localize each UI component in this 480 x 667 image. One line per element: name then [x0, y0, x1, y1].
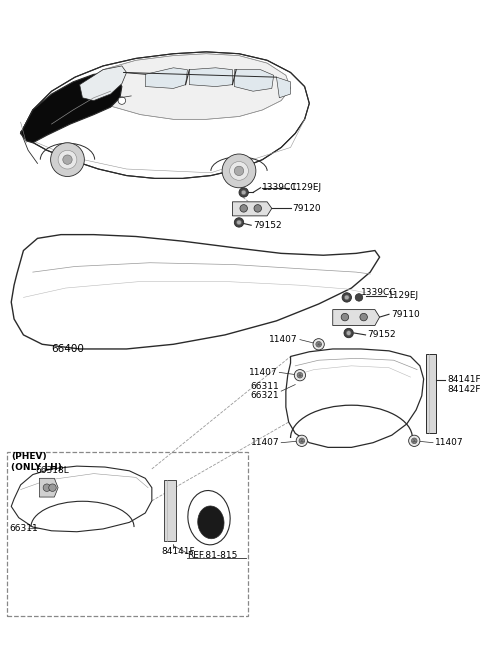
Text: 11407: 11407	[269, 335, 298, 344]
Circle shape	[296, 435, 307, 446]
Circle shape	[50, 143, 84, 177]
Text: 66311: 66311	[251, 382, 279, 391]
Text: 11407: 11407	[249, 368, 277, 377]
Polygon shape	[286, 349, 424, 448]
Text: 66321: 66321	[251, 392, 279, 400]
Circle shape	[229, 161, 248, 180]
Text: 66400: 66400	[51, 344, 84, 354]
Text: REF.81-815: REF.81-815	[188, 551, 238, 560]
Circle shape	[316, 342, 322, 347]
Circle shape	[241, 190, 246, 195]
Circle shape	[355, 293, 363, 301]
Circle shape	[237, 220, 241, 225]
Text: 66318L: 66318L	[36, 466, 70, 476]
Text: 79120: 79120	[292, 204, 321, 213]
Text: 79152: 79152	[253, 221, 282, 229]
Circle shape	[360, 313, 367, 321]
Polygon shape	[232, 202, 272, 216]
Polygon shape	[21, 52, 309, 178]
Text: 84142F: 84142F	[447, 385, 480, 394]
Circle shape	[58, 150, 77, 169]
Text: 11407: 11407	[251, 438, 279, 447]
Text: 1339CC: 1339CC	[361, 288, 396, 297]
Ellipse shape	[198, 506, 224, 539]
Polygon shape	[39, 478, 58, 497]
Ellipse shape	[188, 490, 230, 545]
Text: 1129EJ: 1129EJ	[290, 183, 322, 192]
Text: 66311: 66311	[10, 524, 38, 534]
Circle shape	[63, 155, 72, 164]
Circle shape	[240, 205, 247, 212]
Polygon shape	[333, 309, 380, 325]
Circle shape	[342, 293, 351, 302]
Polygon shape	[234, 69, 274, 91]
Circle shape	[234, 166, 244, 175]
Text: 84141F: 84141F	[161, 547, 195, 556]
Polygon shape	[164, 480, 176, 541]
Circle shape	[313, 339, 324, 350]
Text: 84141F: 84141F	[447, 376, 480, 384]
Polygon shape	[11, 466, 152, 532]
Polygon shape	[11, 235, 380, 349]
Circle shape	[294, 370, 306, 381]
Circle shape	[344, 328, 353, 338]
Text: (ONLY LH): (ONLY LH)	[11, 464, 62, 472]
Circle shape	[299, 438, 305, 444]
Bar	[8, 452, 248, 616]
Text: 1339CC: 1339CC	[263, 183, 298, 192]
Circle shape	[254, 205, 262, 212]
Circle shape	[345, 295, 349, 299]
Circle shape	[239, 187, 248, 197]
Circle shape	[297, 372, 303, 378]
Polygon shape	[80, 54, 290, 119]
Circle shape	[234, 217, 244, 227]
Text: 79152: 79152	[367, 330, 396, 340]
Polygon shape	[80, 66, 127, 101]
Polygon shape	[21, 73, 122, 143]
Circle shape	[411, 438, 417, 444]
Circle shape	[346, 331, 351, 336]
Text: 11407: 11407	[435, 438, 464, 447]
Polygon shape	[426, 354, 436, 434]
Text: 79110: 79110	[391, 309, 420, 319]
Polygon shape	[145, 68, 188, 89]
Circle shape	[49, 484, 56, 492]
Circle shape	[341, 313, 348, 321]
Circle shape	[118, 97, 126, 104]
Text: (PHEV): (PHEV)	[11, 452, 47, 462]
Circle shape	[43, 484, 50, 492]
Text: 1129EJ: 1129EJ	[388, 291, 419, 300]
Polygon shape	[276, 77, 290, 98]
Circle shape	[408, 435, 420, 446]
Polygon shape	[189, 68, 232, 87]
Circle shape	[222, 154, 256, 187]
